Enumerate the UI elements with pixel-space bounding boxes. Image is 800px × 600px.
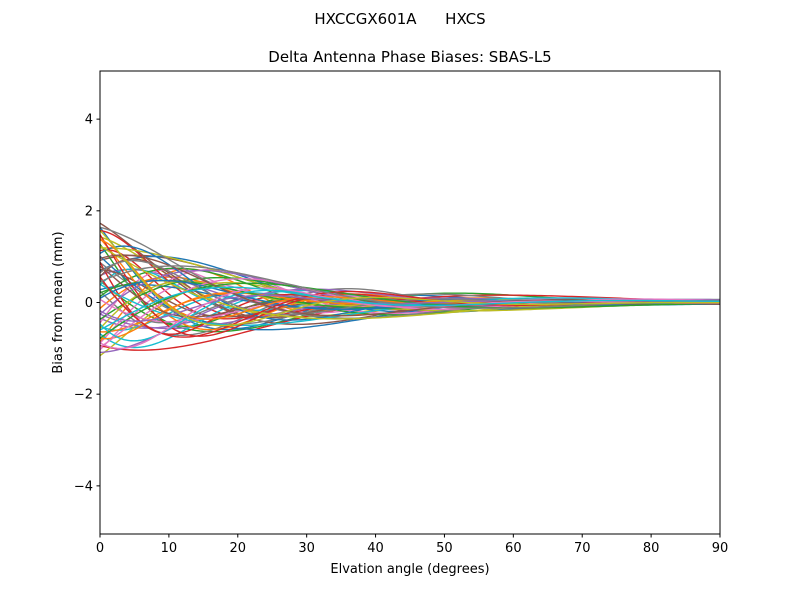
x-tick-label: 10 — [161, 541, 178, 556]
y-tick-label: 0 — [85, 296, 93, 311]
x-tick-label: 0 — [96, 541, 104, 556]
x-tick-label: 90 — [712, 541, 729, 556]
x-tick-label: 20 — [230, 541, 247, 556]
x-axis-label: Elvation angle (degrees) — [330, 562, 489, 577]
y-tick-label: −4 — [74, 479, 93, 494]
x-tick-label: 40 — [367, 541, 384, 556]
series-line — [100, 287, 720, 350]
x-tick-label: 70 — [574, 541, 591, 556]
series-line — [100, 282, 720, 339]
figure-suptitle: HXCCGX601A HXCS — [314, 10, 485, 28]
x-tick-label: 50 — [436, 541, 453, 556]
y-axis-label: Bias from mean (mm) — [51, 231, 66, 373]
x-tick-label: 80 — [643, 541, 660, 556]
y-tick-label: −2 — [74, 388, 93, 403]
y-tick-label: 4 — [85, 113, 93, 128]
series-line — [100, 230, 720, 327]
series-lines — [100, 222, 720, 357]
x-tick-label: 60 — [505, 541, 522, 556]
y-tick-label: 2 — [85, 204, 93, 219]
series-line — [100, 286, 720, 331]
series-line — [100, 278, 720, 348]
axes-title: Delta Antenna Phase Biases: SBAS-L5 — [268, 48, 551, 66]
x-tick-label: 30 — [298, 541, 315, 556]
